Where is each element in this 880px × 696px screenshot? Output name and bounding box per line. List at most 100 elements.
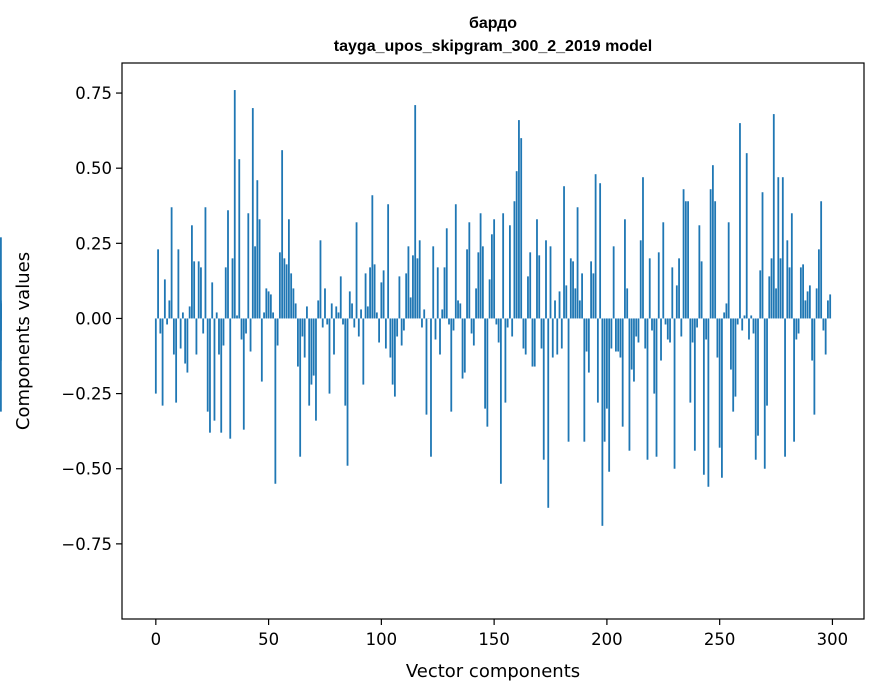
bar-component-236 [687,201,689,319]
bar-component-269 [761,192,764,319]
bar-component-124 [434,318,437,340]
bar-component-239 [693,318,696,451]
bar-component-296 [822,318,825,331]
bar-component-88 [353,318,356,328]
bar-component-261 [743,315,746,319]
bar-component-270 [763,318,766,469]
bar-component-232 [678,258,680,319]
bar-component-265 [752,318,755,334]
bar-component-142 [475,288,477,319]
bar-component-34 [231,258,234,319]
bar-component-74 [321,318,324,328]
bar-component-219 [648,258,651,319]
bar-component-181 [563,186,565,319]
bar-component-285 [797,318,800,334]
bar-component-287 [802,264,804,319]
bar-component-102 [384,318,387,349]
bar-component-32 [227,210,229,319]
bar-component-59 [287,219,290,319]
bar-component-14 [186,318,189,373]
bar-component-222 [655,318,658,457]
bar-component-105 [391,318,394,385]
chart-title-model: tayga_upos_skipgram_300_2_2019 model [334,38,652,55]
bar-component-224 [660,318,662,361]
bar-component-228 [669,318,671,343]
bar-component-208 [624,219,626,319]
bar-component-229 [671,267,674,319]
x-tick-label: 200 [591,630,623,649]
bar-component-134 [457,300,459,319]
bar-component-191 [585,318,588,352]
bar-component-117 [418,240,421,319]
bar-component-172 [542,318,545,460]
bar-component-65 [301,318,304,337]
x-tick-label: 150 [478,630,510,649]
bar-component-263 [748,318,750,340]
bars-group [0,90,832,526]
bar-component-249 [716,318,719,358]
bar-component-156 [506,318,509,328]
bar-component-148 [488,279,491,319]
bar-component-41 [247,213,250,319]
bar-component-79 [333,318,335,355]
bar-component-272 [768,276,771,319]
bar-component-277 [779,258,782,319]
bar-component-76 [326,318,329,325]
bar-component-178 [556,318,559,355]
bar-component-266 [754,318,757,460]
bar-component-undefined [0,318,2,412]
bar-component-258 [736,318,739,325]
bar-component-259 [739,123,741,319]
bar-component-197 [599,183,602,319]
bar-component-241 [698,225,701,319]
bar-component-174 [547,318,550,508]
bar-component-64 [299,318,302,457]
bar-component-56 [281,150,284,319]
bar-component-33 [229,318,232,439]
bar-component-12 [181,312,184,319]
bar-component-256 [732,318,735,412]
bar-component-180 [560,318,563,349]
bar-component-37 [238,159,241,319]
bar-component-84 [344,318,347,406]
bar-component-undefined [0,237,2,319]
bar-component-177 [554,300,556,319]
bar-component-135 [459,303,462,319]
bar-component-214 [637,318,640,343]
bar-component-86 [348,291,351,319]
bar-component-235 [684,201,687,319]
bar-component-211 [630,318,633,370]
y-tick-label: −0.75 [61,535,112,554]
bar-component-67 [306,306,308,319]
bar-component-53 [274,318,277,484]
bar-component-237 [689,318,692,403]
bar-component-136 [461,318,464,379]
bar-component-161 [518,120,520,319]
bar-component-267 [757,318,759,436]
bar-component-129 [445,228,448,319]
x-axis-ticks: 0 50 100 150 200 250 300 [151,619,848,649]
bar-component-206 [619,318,622,358]
bar-component-273 [770,258,773,319]
bar-component-47 [260,318,263,382]
bar-component-119 [423,309,426,319]
bar-component-141 [472,318,475,346]
bar-component-5 [166,318,168,325]
bar-component-100 [380,282,383,319]
bar-component-19 [197,261,200,319]
bar-component-147 [486,318,489,427]
bar-component-221 [653,318,656,394]
bar-component-169 [536,219,538,319]
bar-component-133 [454,204,457,319]
bar-component-209 [626,288,629,319]
bar-component-247 [711,165,714,319]
bar-component-198 [601,318,604,526]
bar-component-115 [414,105,417,319]
y-tick-label: −0.25 [61,385,112,404]
bar-component-158 [511,318,514,337]
bar-component-107 [396,318,399,337]
bar-component-257 [734,318,737,397]
bar-component-152 [497,318,500,343]
bar-component-27 [215,312,218,319]
bar-component-10 [177,249,180,319]
